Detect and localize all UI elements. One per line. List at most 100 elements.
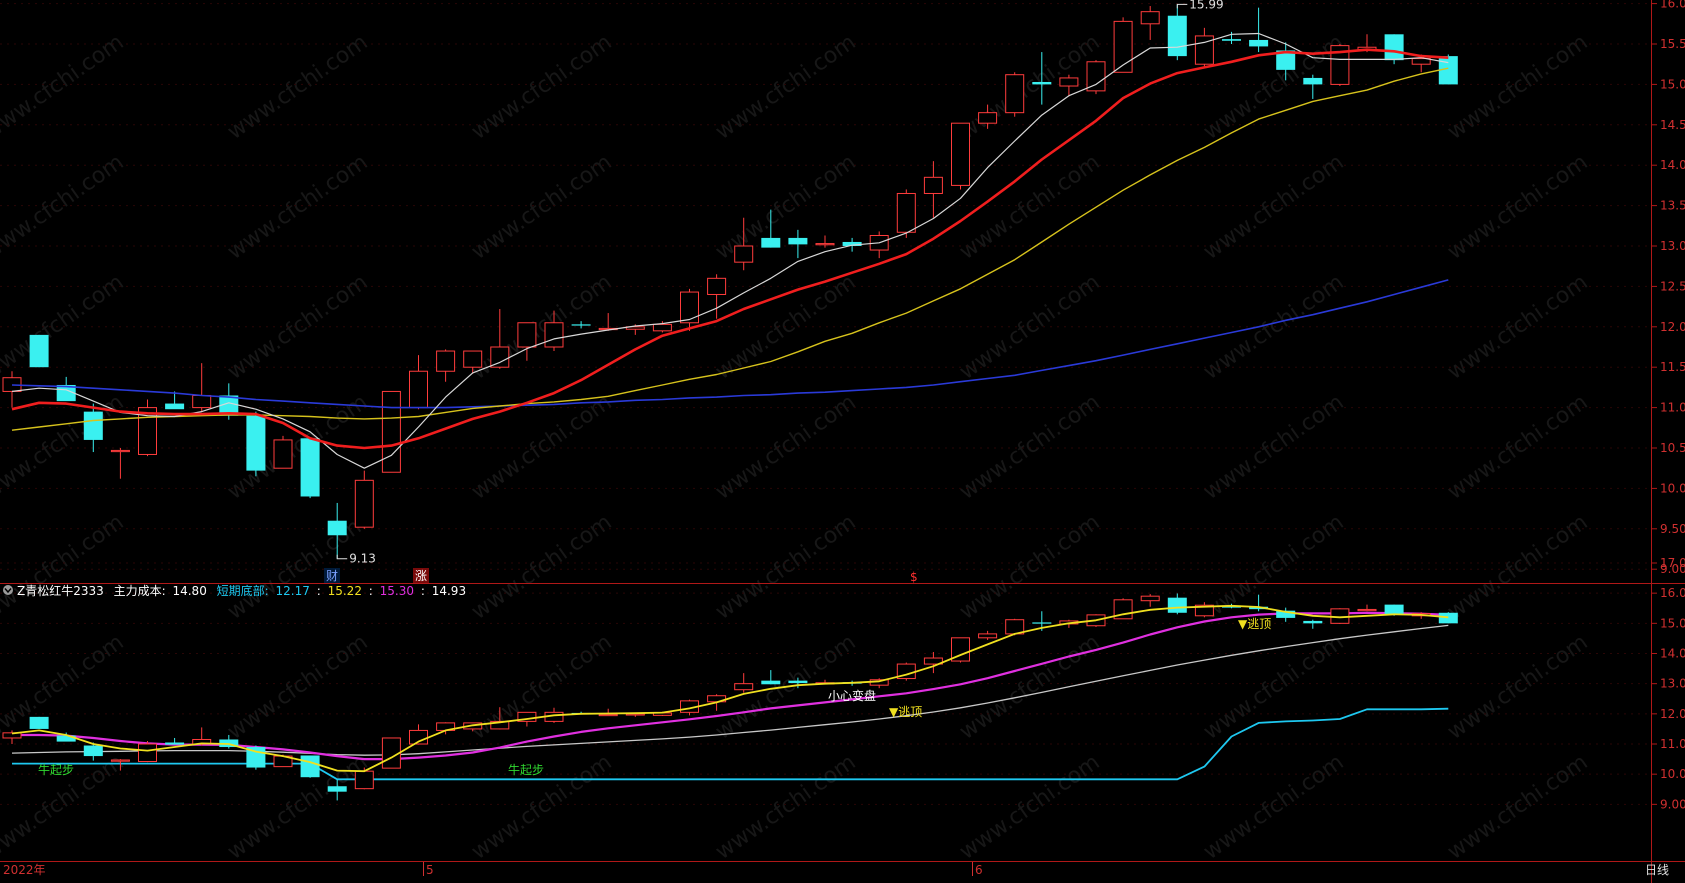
- price-candle-body: [1086, 61, 1106, 92]
- cost-value: 14.80: [172, 584, 206, 598]
- indicator-tick-label: 12.00: [1660, 707, 1685, 721]
- signal-caution: 小心变盘: [828, 688, 876, 703]
- price-candle: [761, 209, 781, 248]
- indicator-candle: [734, 673, 754, 693]
- price-candle-body: [327, 520, 347, 536]
- indicator-caption: Z青松红牛2333 主力成本: 14.80 短期底部: 12.17 : 15.2…: [3, 583, 466, 598]
- price-candle: [680, 288, 699, 331]
- high-label: 15.99: [1189, 0, 1223, 11]
- price-tick-label: 13.00: [1660, 239, 1685, 253]
- indicator-candle-body: [56, 735, 76, 742]
- price-candle-body: [1303, 77, 1323, 85]
- price-candle-body: [896, 192, 916, 233]
- indicator-candle-body: [1357, 608, 1377, 612]
- price-panel[interactable]: 16.00 15.50 15.00 14.50 14.00 13.50 13.00 12.50…: [0, 0, 1685, 584]
- indicator-candle-body: [951, 637, 970, 662]
- moving-average-lines: [11, 32, 1449, 469]
- collapse-icon[interactable]: [3, 585, 13, 595]
- magenta-value: 15.30: [380, 584, 414, 598]
- indicator-candle: [490, 707, 510, 730]
- indicator-candle: [1194, 602, 1214, 618]
- price-candle-body: [1438, 56, 1458, 85]
- price-candle: [788, 229, 808, 259]
- low-label: 9.13: [349, 552, 376, 566]
- price-candle: [83, 403, 103, 453]
- price-candle-body: [517, 322, 537, 348]
- indicator-panel[interactable]: 17.00 16.00 15.00 14.00 13.00 12.00 11.00 10.00…: [0, 556, 1685, 811]
- price-candle-body: [652, 323, 672, 332]
- indicator-candle: [1303, 619, 1323, 629]
- price-candle: [1113, 17, 1133, 73]
- indicator-magenta-line: [12, 611, 1449, 761]
- price-candle: [327, 502, 347, 559]
- indicator-candle-body: [1167, 597, 1187, 613]
- indicator-candle: [1005, 618, 1025, 636]
- signal-escape-top-1: ▼逃顶: [889, 705, 922, 719]
- event-markers[interactable]: 财 涨 $: [324, 568, 918, 584]
- price-candle: [300, 438, 320, 499]
- indicator-name: Z青松红牛2333: [17, 583, 104, 598]
- price-candle-body: [951, 122, 970, 186]
- price-candle-body: [138, 407, 157, 455]
- ma-white-line: [11, 32, 1449, 469]
- indicator-candle-body: [300, 755, 320, 778]
- ma-red-line: [11, 48, 1449, 450]
- indicator-tick-label: 17.00: [1660, 556, 1685, 570]
- price-candle-body: [436, 350, 456, 372]
- price-candle-body: [1005, 74, 1025, 114]
- indicator-candle: [327, 779, 347, 801]
- price-candle-body: [978, 112, 998, 124]
- price-candle: [1140, 6, 1160, 40]
- price-candle: [192, 363, 212, 412]
- indicator-candle: [300, 755, 320, 778]
- price-candle-body: [1384, 34, 1404, 61]
- indicator-tick-label: 16.00: [1660, 586, 1685, 600]
- indicator-tick-label: 15.00: [1660, 616, 1685, 630]
- price-candle-body: [1113, 20, 1133, 73]
- price-candle-body: [165, 403, 185, 410]
- price-candle: [923, 161, 943, 218]
- chevron-down-icon: [4, 588, 12, 594]
- price-candles[interactable]: [2, 4, 1458, 559]
- price-tick-label: 15.50: [1660, 37, 1685, 51]
- ind-yellow-path: [11, 604, 1449, 773]
- indicator-candle-body: [110, 759, 130, 762]
- indicator-y-axis: 17.00 16.00 15.00 14.00 13.00 12.00 11.00 10.00…: [1651, 556, 1685, 811]
- price-candle-body: [1276, 50, 1296, 70]
- bottom-label: 短期底部:: [217, 583, 269, 598]
- price-tick-label: 16.00: [1660, 0, 1685, 11]
- price-candle: [951, 122, 970, 190]
- indicator-candle: [83, 742, 103, 761]
- price-candle-body: [490, 346, 510, 368]
- price-candle-body: [1167, 15, 1187, 57]
- marker-finance[interactable]: 财: [326, 569, 338, 583]
- low-annotation: 9.13: [336, 552, 376, 566]
- price-y-axis: 16.00 15.50 15.00 14.50 14.00 13.50 13.00 12.50…: [1651, 0, 1685, 576]
- signal-bull-start-1: 牛起步: [38, 762, 74, 777]
- period-label[interactable]: 日线: [1645, 863, 1669, 877]
- indicator-candle-body: [1032, 622, 1052, 624]
- price-candle: [273, 435, 293, 469]
- price-tick-label: 11.50: [1660, 360, 1685, 374]
- indicator-candle: [1357, 604, 1377, 612]
- marker-dollar[interactable]: $: [910, 570, 918, 584]
- price-candle-body: [544, 322, 564, 348]
- price-candle-body: [409, 370, 428, 409]
- price-tick-label: 10.00: [1660, 481, 1685, 495]
- x-label-year: 2022年: [3, 863, 46, 877]
- indicator-candle-body: [1303, 620, 1323, 624]
- price-candle-body: [625, 326, 645, 330]
- marker-rise[interactable]: 涨: [415, 568, 427, 583]
- indicator-candle-body: [1384, 604, 1404, 615]
- price-candle: [978, 104, 998, 129]
- price-candle: [707, 274, 727, 319]
- marker-rise-bg: [413, 568, 429, 583]
- indicator-candle-body: [788, 680, 808, 684]
- price-candle-body: [815, 243, 835, 246]
- price-candle-body: [246, 415, 266, 471]
- low-pointer: [336, 554, 348, 560]
- price-candle: [517, 322, 537, 361]
- high-annotation: 15.99: [1176, 0, 1224, 11]
